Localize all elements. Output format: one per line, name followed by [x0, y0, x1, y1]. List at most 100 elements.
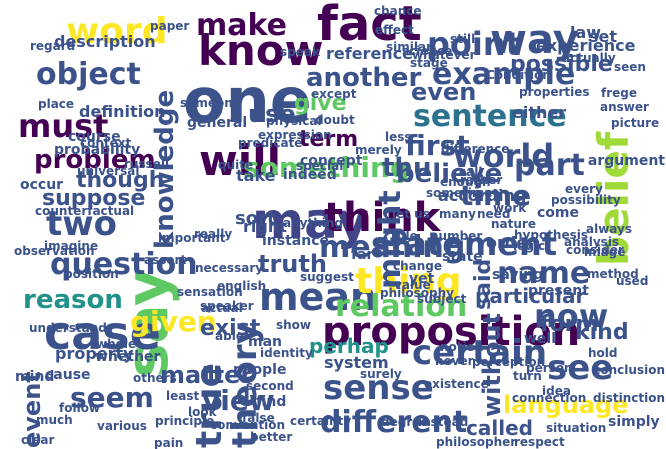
word: hold: [588, 346, 618, 360]
word: believe: [396, 159, 503, 189]
word: suggest: [300, 270, 354, 284]
word: seem: [70, 381, 154, 414]
word: better: [250, 430, 293, 444]
word: clear: [21, 433, 55, 447]
word: rule: [391, 229, 418, 243]
word: find: [256, 394, 287, 410]
word: existence: [424, 377, 489, 391]
word: yet: [409, 271, 435, 287]
word: set: [589, 27, 618, 46]
word: far: [351, 247, 374, 263]
word: case: [44, 306, 161, 360]
word: never: [435, 354, 474, 368]
word: think: [324, 195, 441, 241]
word: frege: [601, 86, 638, 100]
word: answer: [600, 100, 649, 114]
word: doubt: [315, 113, 355, 127]
word: assert: [144, 253, 187, 267]
word: right: [243, 217, 287, 236]
word: second: [246, 379, 294, 393]
word: regard: [30, 39, 76, 53]
word: show: [276, 318, 312, 332]
word: place: [38, 97, 75, 111]
word: come: [537, 205, 579, 221]
word: chance: [374, 4, 422, 18]
word: simply: [608, 414, 660, 430]
word: possibility: [551, 193, 621, 207]
word: give: [294, 91, 347, 116]
word: must: [18, 107, 109, 145]
word: able: [215, 329, 244, 343]
word: concept: [300, 153, 363, 169]
word: form: [540, 312, 599, 337]
word: change: [393, 259, 443, 273]
word: position: [64, 267, 119, 281]
word: take: [236, 166, 276, 185]
word: order: [486, 233, 536, 252]
word: suppose: [42, 186, 146, 211]
word: subject: [417, 292, 467, 306]
word: context: [80, 136, 132, 150]
word: instead: [418, 415, 469, 429]
word: part: [514, 148, 585, 183]
word: occur: [20, 177, 64, 193]
word: world: [453, 137, 555, 175]
word: seen: [614, 60, 646, 74]
word: object: [36, 57, 141, 92]
word: hypothesis: [514, 228, 589, 242]
word: person: [526, 361, 573, 375]
word: conclusion: [593, 363, 665, 377]
word: anything: [283, 216, 343, 230]
word: rather: [460, 173, 503, 187]
word: need: [477, 207, 511, 221]
word: way: [490, 17, 579, 63]
word: language: [503, 391, 629, 419]
word: physical: [266, 114, 322, 128]
word: two: [46, 204, 118, 244]
word: word: [66, 11, 168, 52]
word: fact: [317, 0, 422, 52]
word: people: [233, 362, 287, 378]
word: argument: [587, 153, 665, 169]
word: turn: [513, 369, 542, 383]
word: properties: [519, 85, 590, 99]
word: image: [584, 245, 626, 259]
word: method: [587, 267, 639, 281]
word: exist: [200, 316, 261, 341]
word: distinction: [593, 391, 665, 405]
word: observation: [14, 244, 95, 258]
word: something: [243, 151, 410, 184]
word: mind: [15, 369, 55, 385]
word: connection: [512, 391, 587, 405]
word: statement: [371, 225, 558, 263]
word: picture: [611, 116, 660, 130]
word: now: [534, 297, 609, 335]
word: universal: [77, 164, 140, 178]
word: one: [183, 64, 312, 137]
word: sort: [235, 208, 276, 229]
word: example: [432, 57, 576, 92]
word: time: [460, 179, 532, 212]
word: expression: [258, 128, 332, 142]
word: notion: [440, 340, 484, 354]
word: imagine: [44, 239, 99, 253]
word: respect: [514, 435, 565, 449]
word: nature: [491, 217, 536, 231]
word: follow: [59, 401, 101, 415]
word: value: [394, 278, 431, 292]
word: sentence: [413, 99, 567, 134]
word: mean: [259, 275, 378, 319]
word: certainty: [290, 414, 352, 428]
word: meaning: [319, 230, 466, 265]
word: others: [133, 371, 177, 385]
word: paper: [150, 19, 190, 33]
word: kind: [575, 320, 629, 345]
word: certain: [412, 333, 548, 373]
word: necessary: [195, 261, 264, 275]
word: course: [68, 129, 121, 145]
word: less: [385, 130, 412, 144]
word: identity: [260, 346, 313, 360]
word: sometime: [426, 186, 493, 200]
word: someone: [180, 96, 241, 110]
